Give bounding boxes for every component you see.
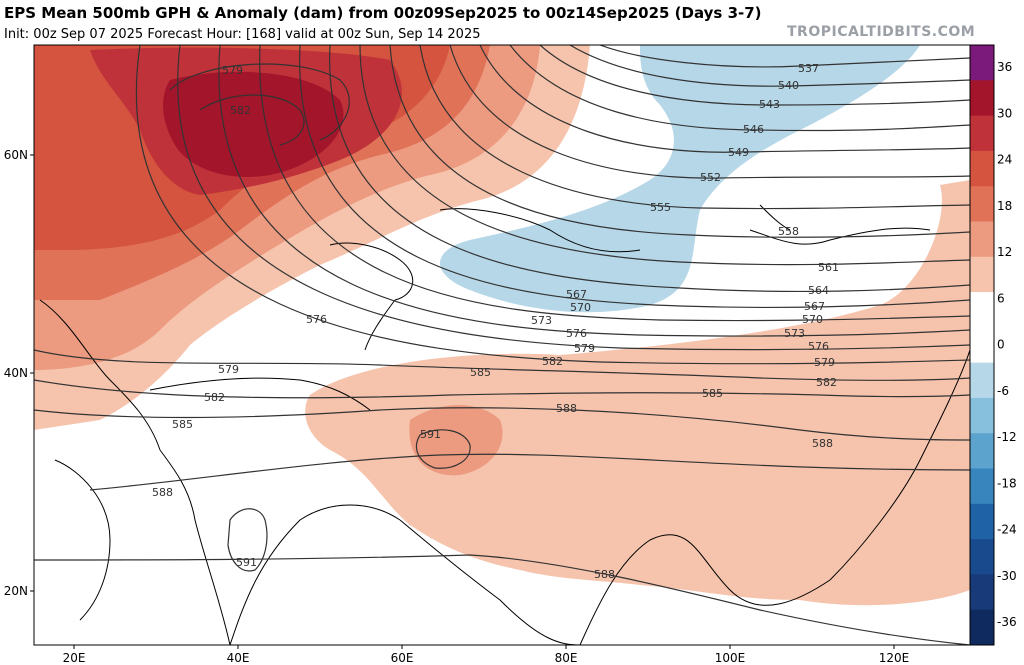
colorbar-tick-label: 24 (997, 153, 1012, 167)
contour-label: 588 (812, 437, 833, 450)
contour-label: 567 (804, 300, 825, 313)
contour-label: 579 (814, 356, 835, 369)
lat-axis: 60N 40N 20N (4, 148, 34, 598)
contour-label: 558 (778, 225, 799, 238)
lon-label: 100E (715, 651, 746, 665)
contour-label: 579 (218, 363, 239, 376)
lon-label: 60E (391, 651, 414, 665)
anomaly-neg-6 (440, 45, 920, 313)
lon-label: 120E (879, 651, 910, 665)
contour-label: 561 (818, 261, 839, 274)
colorbar-tick-label: 18 (997, 199, 1012, 213)
colorbar-tick-label: -30 (997, 569, 1017, 583)
colorbar-segment (970, 115, 994, 152)
contour-label: 543 (759, 98, 780, 111)
lat-label: 60N (4, 148, 28, 162)
contour-label: 588 (594, 568, 615, 581)
colorbar-tick-label: -12 (997, 430, 1017, 444)
colorbar-tick-label: 36 (997, 60, 1012, 74)
contour-label: 582 (230, 104, 251, 117)
contour-label: 579 (222, 64, 243, 77)
contour-label: 576 (306, 313, 327, 326)
height-contours (34, 45, 970, 645)
contour-label: 573 (531, 314, 552, 327)
contour-label: 588 (556, 402, 577, 415)
colorbar-segment (970, 221, 994, 258)
colorbar-tick-label: -6 (997, 384, 1009, 398)
contour-labels: 579 582 537 540 543 546 549 552 555 558 … (152, 62, 839, 581)
contour-label: 540 (778, 79, 799, 92)
contour-label: 567 (566, 288, 587, 301)
lon-label: 80E (555, 651, 578, 665)
colorbar-segment (970, 468, 994, 505)
contour-label: 585 (702, 387, 723, 400)
lon-label: 40E (227, 651, 250, 665)
colorbar-segment (970, 362, 994, 399)
colorbar-segment (970, 397, 994, 434)
colorbar-tick-label: -24 (997, 523, 1017, 537)
contour-label: 576 (566, 327, 587, 340)
contour-label: 585 (470, 366, 491, 379)
contour-label: 546 (743, 123, 764, 136)
colorbar-segment (970, 433, 994, 470)
colorbar-tick-label: -36 (997, 615, 1017, 629)
contour-label: 588 (152, 486, 173, 499)
contour-label: 552 (700, 171, 721, 184)
colorbar-tick-label: 0 (997, 338, 1005, 352)
contour-label: 555 (650, 201, 671, 214)
contour-label: 570 (570, 301, 591, 314)
colorbar-segment (970, 80, 994, 117)
colorbar-tick-label: 6 (997, 291, 1005, 305)
colorbar-segment (970, 150, 994, 187)
contour-label: 570 (802, 313, 823, 326)
colorbar-segment (970, 327, 994, 364)
contour-label: 591 (236, 556, 257, 569)
colorbar-segment (970, 503, 994, 540)
colorbar-segment (970, 45, 994, 81)
anomaly-pos-36 (163, 71, 344, 177)
map-title: EPS Mean 500mb GPH & Anomaly (dam) from … (4, 4, 762, 22)
contour-label: 549 (728, 146, 749, 159)
lat-label: 40N (4, 366, 28, 380)
lon-axis: 20E 40E 60E 80E 100E 120E (63, 645, 910, 665)
colorbar-frame (969, 44, 995, 646)
contour-label: 579 (574, 342, 595, 355)
colorbar-segment (970, 292, 994, 328)
contour-label: 582 (542, 355, 563, 368)
contour-label: 582 (204, 391, 225, 404)
contour-label: 591 (420, 428, 441, 441)
map-subtitle: Init: 00z Sep 07 2025 Forecast Hour: [16… (4, 27, 481, 42)
anomaly-pos-south-12 (409, 405, 503, 476)
colorbar-tick-label: -18 (997, 476, 1017, 490)
site-watermark: TROPICALTIDBITS.COM (787, 24, 976, 40)
coastlines (39, 204, 970, 645)
contour-label: 573 (784, 327, 805, 340)
colorbar-segment (970, 186, 994, 222)
anomaly-colorbar: 36 30 24 18 12 6 0 -6 -12 -18 -24 -30 -36 (969, 44, 1017, 646)
contour-label: 564 (808, 284, 829, 297)
colorbar-segment (970, 609, 994, 646)
colorbar-tick-label: 30 (997, 106, 1012, 120)
colorbar-segment (970, 574, 994, 611)
lat-label: 20N (4, 584, 28, 598)
colorbar-segment (970, 539, 994, 575)
contour-label: 582 (816, 376, 837, 389)
contour-label: 585 (172, 418, 193, 431)
colorbar-segment (970, 256, 994, 293)
contour-label: 537 (798, 62, 819, 75)
contour-label: 576 (808, 340, 829, 353)
colorbar-tick-label: 12 (997, 245, 1012, 259)
lon-label: 20E (63, 651, 86, 665)
